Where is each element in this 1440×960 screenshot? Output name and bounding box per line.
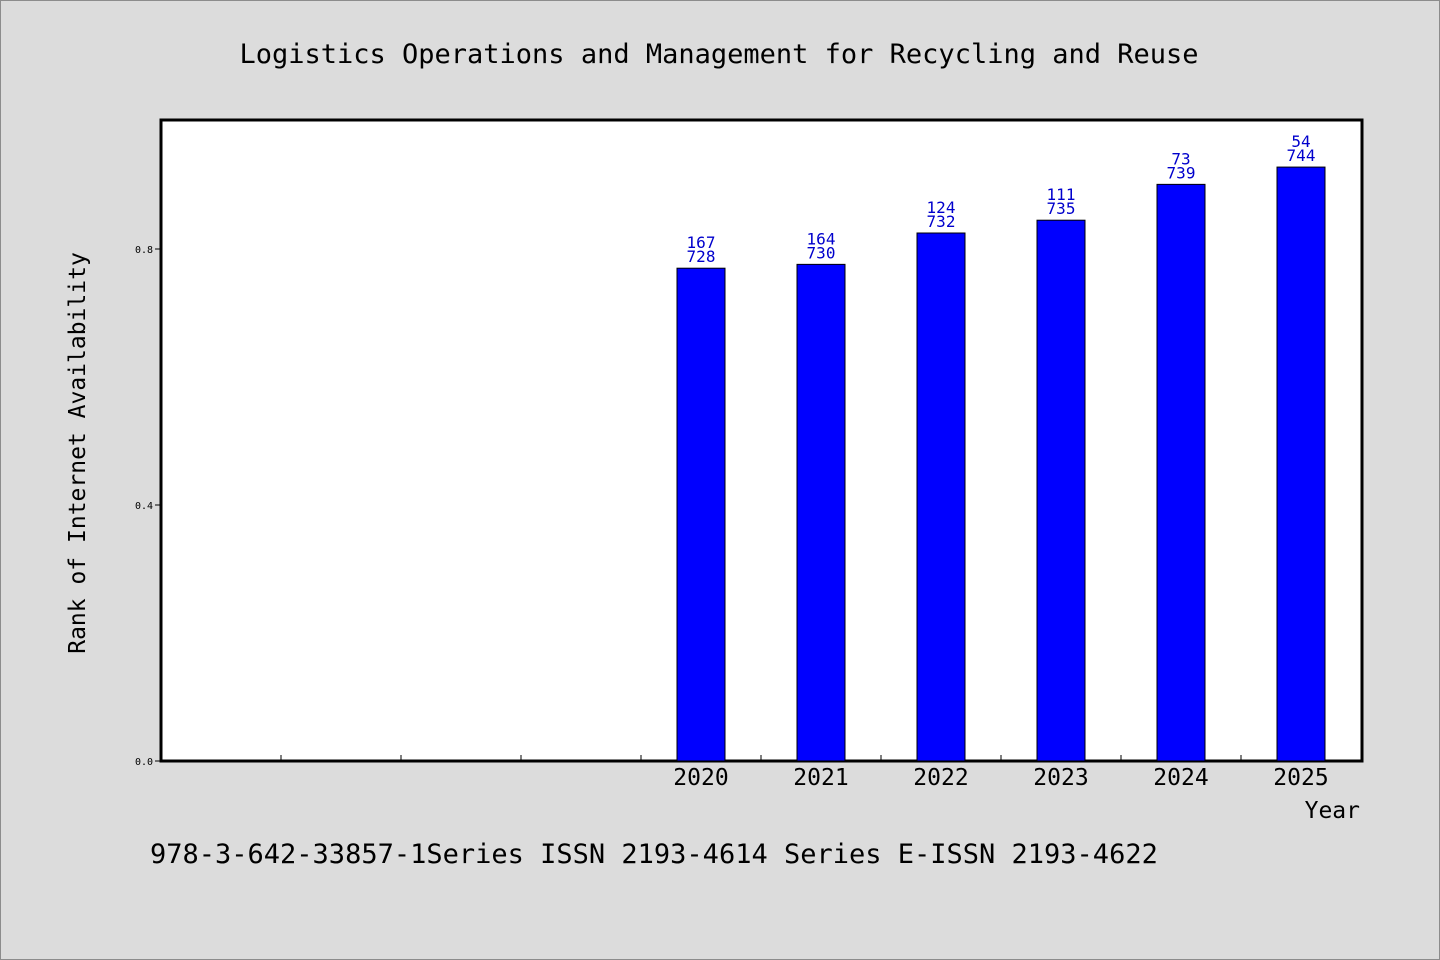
bar-label-bottom: 735 bbox=[1047, 199, 1076, 218]
y-tick-label: 0.8 bbox=[135, 245, 153, 256]
bar-2025 bbox=[1276, 166, 1326, 762]
bar-label-bottom: 739 bbox=[1167, 163, 1196, 182]
x-tick-label: 2024 bbox=[1153, 765, 1208, 791]
bar-2020 bbox=[676, 267, 726, 762]
y-tick-label: 0.0 bbox=[135, 757, 153, 768]
bar-2023 bbox=[1036, 219, 1086, 762]
bar-label-top: 54 bbox=[1291, 132, 1310, 151]
bar-label-bottom: 728 bbox=[687, 247, 716, 266]
x-tick-label: 2022 bbox=[913, 765, 968, 791]
bar-2022 bbox=[916, 232, 966, 762]
footer-text: 978-3-642-33857-1Series ISSN 2193-4614 S… bbox=[150, 839, 1158, 870]
bar-label-top: 111 bbox=[1047, 185, 1076, 204]
x-axis-label: Year bbox=[1305, 798, 1360, 824]
bar-label-bottom: 744 bbox=[1287, 146, 1316, 165]
x-axis: 2020 2021 2022 2023 2024 2025 bbox=[280, 755, 1329, 791]
x-tick-label: 2025 bbox=[1273, 765, 1328, 791]
bar-label-top: 164 bbox=[807, 229, 836, 248]
bar-2024 bbox=[1156, 183, 1206, 762]
x-tick-label: 2020 bbox=[673, 765, 728, 791]
y-axis: 0.0 0.4 0.8 bbox=[135, 245, 161, 768]
bar-label-top: 124 bbox=[927, 198, 956, 217]
x-tick-label: 2021 bbox=[793, 765, 848, 791]
bar-label-top: 73 bbox=[1171, 149, 1190, 168]
y-axis-label: Rank of Internet Availability bbox=[65, 252, 91, 654]
bar-label-bottom: 730 bbox=[807, 243, 836, 262]
bar-label-bottom: 732 bbox=[927, 212, 956, 231]
y-tick-label: 0.4 bbox=[135, 501, 153, 512]
chart-title: Logistics Operations and Management for … bbox=[239, 39, 1198, 70]
bar-2021 bbox=[796, 263, 846, 762]
bar-series bbox=[676, 166, 1326, 762]
bar-label-top: 167 bbox=[687, 233, 716, 252]
x-tick-label: 2023 bbox=[1033, 765, 1088, 791]
